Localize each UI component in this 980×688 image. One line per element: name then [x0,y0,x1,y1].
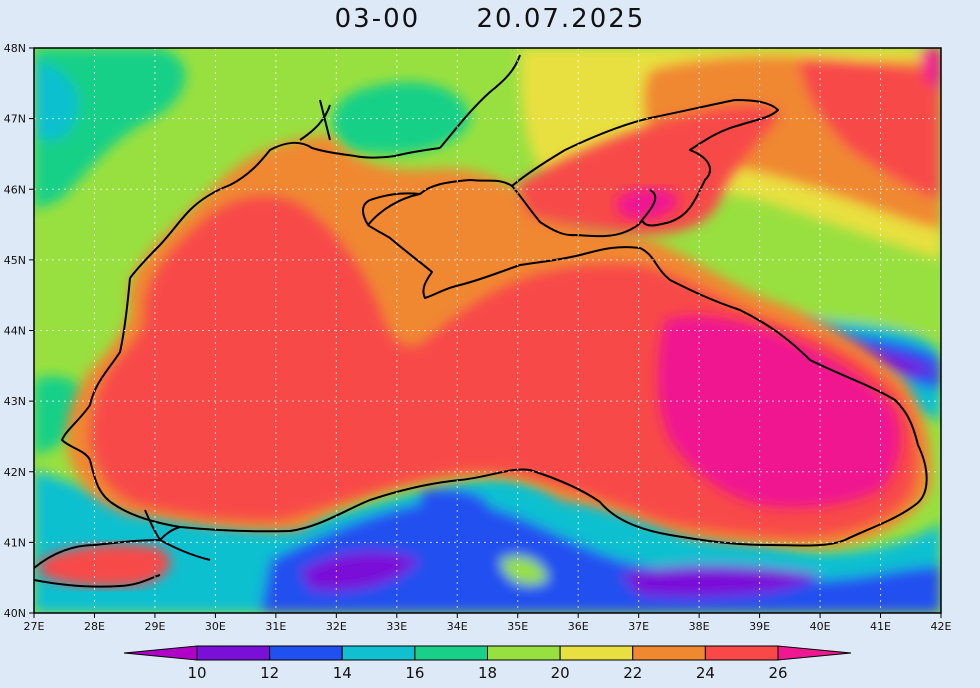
lat-tick-label: 42N [4,466,26,479]
temperature-field [34,48,941,613]
colorbar-high-arrow [777,645,852,661]
bosphorus [144,509,181,541]
lon-tick-label: 27E [24,620,45,633]
colorbar-segment [632,645,706,661]
colorbar-label: 10 [187,664,206,682]
lon-tick-label: 28E [84,620,105,633]
lon-tick-label: 35E [507,620,528,633]
latitude-axis: 48N 47N 46N 45N 44N 43N 42N 41N 40N [4,42,34,620]
marmara-zone [40,544,171,587]
south-purple-1 [300,551,420,592]
colorbar-segment [196,645,271,661]
lat-tick-label: 48N [4,42,26,55]
colorbar-label: 20 [551,664,570,682]
lon-tick-label: 32E [326,620,347,633]
azov-pink-zone [615,187,680,220]
colorbar-label: 14 [333,664,352,682]
longitude-axis: 27E 28E 29E 30E 31E 32E 33E 34E 35E 36E 37E 38E 39E 4… [24,613,952,633]
azov-red-zone [515,105,780,235]
lat-tick-label: 47N [4,113,26,126]
colorbar-segment [414,645,488,661]
nw-coldest-zone [34,60,78,140]
colorbar-label: 24 [696,664,715,682]
lon-tick-label: 41E [870,620,891,633]
lon-tick-label: 31E [265,620,286,633]
lat-tick-label: 41N [4,536,26,549]
lat-tick-label: 44N [4,325,26,338]
marmara-coast [34,539,211,588]
lon-tick-label: 29E [144,620,165,633]
lon-tick-label: 38E [689,620,710,633]
south-blue-patch [420,488,490,515]
dnieper-estuary [299,54,521,149]
colorbar-label: 18 [478,664,497,682]
colorbar-low-arrow [123,645,198,661]
ne-corner-pink [920,48,941,90]
colorbar-segment [487,645,561,661]
map-title: 03-00 20.07.2025 [0,4,980,38]
east-land-zone [660,243,941,330]
colorbar-label: 22 [623,664,642,682]
lat-tick-label: 46N [4,183,26,196]
crimea-isthmus [362,192,421,226]
forecast-date: 20.07.2025 [476,4,646,34]
lon-tick-label: 33E [386,620,407,633]
coastline [34,54,928,588]
colorbar-label: 16 [405,664,424,682]
lat-tick-label: 40N [4,607,26,620]
lon-tick-label: 34E [447,620,468,633]
sea-pink-zone [658,315,900,508]
grid-lines [34,48,941,613]
colorbar-segment [559,645,634,661]
north-green-zone [331,81,470,154]
colorbar-segment [704,645,779,661]
ne-red-zone [800,58,941,201]
lon-tick-label: 36E [568,620,589,633]
lon-tick-label: 42E [931,620,952,633]
colorbar-label: 12 [260,664,279,682]
colorbar-segment [341,645,416,661]
forecast-time: 03-00 [334,4,421,34]
colorbar: 10 12 14 16 18 20 22 24 26 [123,645,852,682]
lon-tick-label: 37E [628,620,649,633]
azov-coast [511,99,779,227]
lon-tick-label: 40E [810,620,831,633]
northwest-coast [129,142,441,279]
colorbar-label: 26 [768,664,787,682]
south-purple-2 [620,565,820,598]
south-green-patch [500,556,548,585]
colorbar-segment [269,645,343,661]
black-sea-coast [61,179,928,547]
lon-tick-label: 30E [205,620,226,633]
lon-tick-label: 39E [749,620,770,633]
lat-tick-label: 43N [4,395,26,408]
lat-tick-label: 45N [4,254,26,267]
